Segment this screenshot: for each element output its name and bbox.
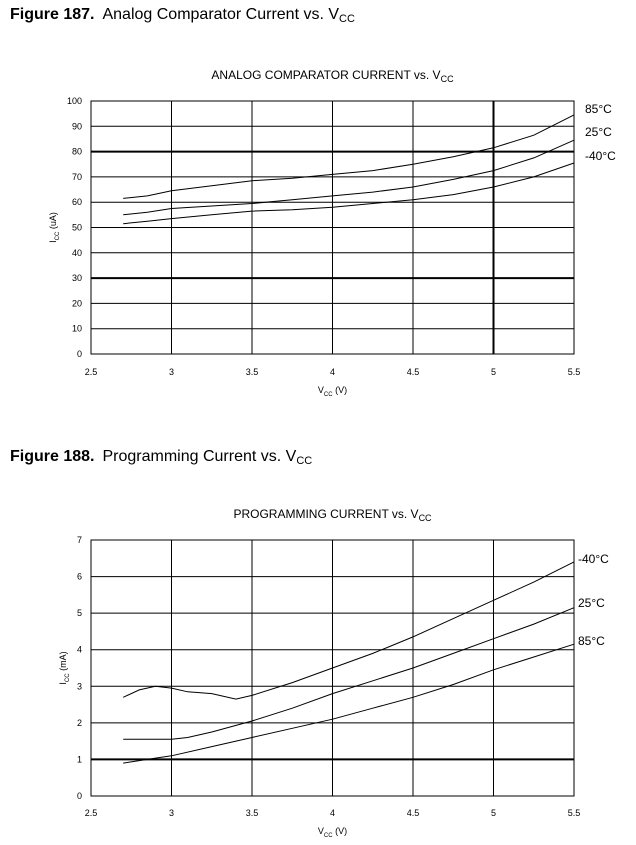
y-tick-label: 6 bbox=[77, 572, 82, 582]
x-tick-label: 3 bbox=[169, 808, 174, 818]
x-tick-label: 5.5 bbox=[568, 808, 581, 818]
x-tick-label: 5 bbox=[491, 367, 496, 377]
programming-current-chart: PROGRAMMING CURRENT vs. VCC 2.5 3 3.5 4 4.5 5 5… bbox=[58, 507, 609, 839]
x-tick-label: 4.5 bbox=[407, 367, 420, 377]
y-tick-label: 50 bbox=[72, 223, 82, 233]
x-axis-label: VCC (V) bbox=[318, 826, 347, 839]
figure-187-title: Analog Comparator Current vs. V bbox=[102, 6, 340, 23]
y-tick-label: 80 bbox=[72, 147, 82, 157]
chart-title: PROGRAMMING CURRENT vs. VCC bbox=[233, 507, 432, 523]
series-label: -40°C bbox=[578, 552, 609, 566]
y-tick-label: 30 bbox=[72, 273, 82, 283]
series-label: 25°C bbox=[585, 125, 612, 139]
x-tick-label: 4 bbox=[330, 367, 335, 377]
y-tick-label: 4 bbox=[77, 645, 82, 655]
figure-188-number: Figure 188. bbox=[10, 448, 95, 465]
figure-188-title: Programming Current vs. V bbox=[102, 448, 297, 465]
series-label: 25°C bbox=[578, 596, 605, 610]
y-tick-label: 40 bbox=[72, 248, 82, 258]
series-label: -40°C bbox=[585, 149, 616, 163]
series-line bbox=[122, 561, 575, 700]
y-tick-label: 3 bbox=[77, 681, 82, 691]
plot-frame bbox=[90, 539, 575, 797]
y-tick-label: 2 bbox=[77, 718, 82, 728]
series-line bbox=[123, 162, 575, 225]
analog-comparator-current-chart: ANALOG COMPARATOR CURRENT vs. VCC 2.5 3 3.5… bbox=[48, 68, 616, 398]
y-tick-label: 0 bbox=[77, 349, 82, 359]
series-label: 85°C bbox=[578, 634, 605, 648]
figure-188-title-subscript: CC bbox=[296, 455, 313, 467]
figure-188-heading: Figure 188. Programming Current vs. VCC bbox=[10, 448, 312, 467]
x-tick-label: 5 bbox=[491, 808, 496, 818]
x-tick-label: 5.5 bbox=[568, 367, 581, 377]
series-label: 85°C bbox=[585, 102, 612, 116]
x-tick-label: 4.5 bbox=[407, 808, 420, 818]
y-tick-label: 7 bbox=[77, 535, 82, 545]
chart-title: ANALOG COMPARATOR CURRENT vs. VCC bbox=[211, 68, 454, 84]
y-tick-label: 100 bbox=[67, 96, 82, 106]
y-tick-label: 10 bbox=[72, 324, 82, 334]
y-axis-label: ICC (mA) bbox=[58, 651, 71, 684]
figure-187-heading: Figure 187. Analog Comparator Current vs.… bbox=[10, 6, 355, 25]
figure-187-title-subscript: CC bbox=[339, 13, 355, 25]
x-tick-label: 2.5 bbox=[85, 808, 98, 818]
x-tick-label: 3.5 bbox=[246, 367, 259, 377]
x-axis-label: VCC (V) bbox=[318, 385, 347, 398]
x-tick-label: 4 bbox=[330, 808, 335, 818]
plot-frame bbox=[90, 100, 575, 355]
x-tick-label: 2.5 bbox=[85, 367, 98, 377]
x-tick-label: 3 bbox=[169, 367, 174, 377]
series-line bbox=[123, 139, 575, 216]
x-tick-label: 3.5 bbox=[246, 808, 259, 818]
figure-187-number: Figure 187. bbox=[10, 6, 95, 23]
y-tick-label: 0 bbox=[77, 791, 82, 801]
y-tick-label: 20 bbox=[72, 298, 82, 308]
series-line bbox=[123, 114, 575, 199]
y-tick-label: 90 bbox=[72, 121, 82, 131]
y-tick-label: 60 bbox=[72, 197, 82, 207]
y-axis-label: ICC (uA) bbox=[48, 212, 61, 243]
y-tick-label: 1 bbox=[77, 754, 82, 764]
y-tick-label: 70 bbox=[72, 172, 82, 182]
y-tick-label: 5 bbox=[77, 608, 82, 618]
series-line bbox=[123, 607, 575, 740]
series-line bbox=[123, 643, 575, 764]
